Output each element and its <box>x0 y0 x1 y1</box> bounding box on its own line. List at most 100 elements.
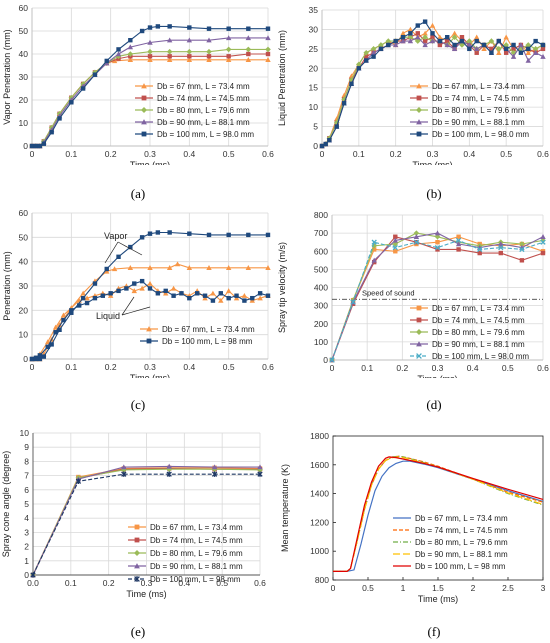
caption-c: (c) <box>130 397 146 412</box>
data-point-stroke <box>477 246 483 253</box>
data-point <box>147 280 153 286</box>
data-point <box>422 42 428 48</box>
legend-marker <box>134 563 140 569</box>
data-point <box>540 237 546 244</box>
y-tick-label: 10 <box>19 118 29 128</box>
chart-e: 0.0 0.1 0.2 0.3 0.4 0.5 0.6 0 1 2 3 4 5 6 7 8 9 10 Time (m… <box>0 425 275 610</box>
chart-a-svg: 0 0.1 0.2 0.3 0.4 0.5 0.6 0 10 20 30 40 50 60 Time (ms… <box>2 3 274 170</box>
data-point <box>257 464 263 470</box>
x-tick-label: 0.5 <box>216 578 228 588</box>
data-point <box>323 141 328 147</box>
data-point <box>225 265 232 270</box>
legend-label: Db = 67 mm, L = 73.4 mm <box>162 325 255 334</box>
data-point <box>92 72 98 77</box>
data-point <box>265 57 271 62</box>
data-point <box>350 299 356 305</box>
data-point <box>415 23 420 28</box>
annotation-vapor: Vapor <box>104 231 127 241</box>
series-d-4 <box>329 237 546 363</box>
x-tick-label: 0.2 <box>396 363 408 373</box>
legend-marker <box>146 338 152 344</box>
data-point <box>80 295 86 301</box>
y-tick-label: 1400 <box>310 489 329 499</box>
data-point <box>211 471 218 477</box>
data-point <box>226 54 231 59</box>
data-point <box>386 42 391 48</box>
x-tick-label: 0.6 <box>537 363 549 373</box>
x-tick-label: 0.1 <box>65 149 77 159</box>
data-point <box>503 42 509 48</box>
chart-f: 0 0.5 1 1.5 2 2.5 3 800 1000 1200 1400 1600 1800 Time… <box>275 425 550 610</box>
data-point <box>49 130 54 135</box>
data-point <box>45 339 51 345</box>
data-point <box>242 298 247 303</box>
data-point <box>206 37 212 43</box>
data-point <box>147 57 153 62</box>
data-point <box>477 246 483 253</box>
chart-c-svg: 0 0.1 0.2 0.3 0.4 0.5 0.6 0 10 20 30 40 50 60 Time (ms… <box>2 208 274 383</box>
y-tick-label: 600 <box>314 246 328 256</box>
data-point <box>451 30 458 36</box>
data-point <box>434 230 441 236</box>
legend-item-e-3: Db = 90 mm, L = 88.1 mm <box>128 562 243 571</box>
data-point <box>364 58 369 63</box>
y-tick-label: 25 <box>309 44 319 54</box>
data-point <box>533 38 538 44</box>
data-point <box>147 48 153 55</box>
series-line <box>333 456 544 572</box>
series-line <box>32 465 260 576</box>
data-point <box>503 50 509 55</box>
y-tick-label: 10 <box>309 102 319 112</box>
data-point <box>45 344 50 350</box>
y-axis-title: Liquid Penetration (mm) <box>277 30 287 126</box>
y-tick-label: 5 <box>313 122 318 132</box>
y-tick-label: 5 <box>24 499 29 509</box>
legend-item-e-1: Db = 74 mm, L = 74.5 mm <box>128 536 243 545</box>
annotation-liquid-arrow <box>121 296 135 316</box>
data-point <box>526 46 531 52</box>
data-point <box>444 42 450 48</box>
series-line <box>331 239 544 361</box>
y-axis-title: Vapor Penetration (mm) <box>2 29 12 124</box>
x-tick-label: 0.3 <box>427 149 439 159</box>
annotation-liquid: Liquid <box>96 311 120 321</box>
y-tick-label: 10 <box>20 428 30 438</box>
data-point <box>92 281 98 286</box>
data-point <box>245 57 252 62</box>
chart-f-svg: 0 0.5 1 1.5 2 2.5 3 800 1000 1200 1400 1600 1800 Time… <box>280 431 546 604</box>
data-point <box>467 46 472 52</box>
data-point <box>174 261 181 267</box>
legend-marker <box>141 119 147 125</box>
legend-label: Db = 80 mm, L = 79.6 mm <box>415 538 508 547</box>
data-point <box>415 31 420 36</box>
data-point <box>257 295 263 301</box>
caption-d: (d) <box>426 397 442 412</box>
data-point <box>319 143 325 149</box>
series-c-2 <box>29 230 271 362</box>
data-point <box>33 355 39 360</box>
data-point <box>155 230 161 235</box>
legend-item-b-3: Db = 90 mm, L = 88.1 mm <box>410 118 525 127</box>
data-point <box>456 247 461 252</box>
series-line <box>32 263 268 360</box>
y-tick-label: 0 <box>24 570 29 580</box>
legend-marker <box>416 341 422 347</box>
y-tick-label: 20 <box>309 63 319 73</box>
data-point <box>116 47 121 52</box>
legend-marker <box>416 83 422 89</box>
data-point <box>30 572 36 578</box>
legend-marker <box>141 83 147 89</box>
data-point <box>496 46 502 52</box>
legend-label: Db = 100 mm, L = 98.0 mm <box>432 130 529 139</box>
data-point <box>455 237 462 244</box>
legend-label: Db = 90 mm, L = 88.1 mm <box>432 118 525 127</box>
data-point <box>195 291 200 296</box>
legend-marker <box>416 131 422 137</box>
data-point <box>167 24 172 29</box>
x-tick-label: 0.1 <box>65 578 77 588</box>
data-point <box>474 34 480 40</box>
caption-b: (b) <box>426 186 442 201</box>
data-point <box>511 46 516 52</box>
data-point <box>186 57 193 62</box>
y-tick-label: 10 <box>19 330 29 340</box>
